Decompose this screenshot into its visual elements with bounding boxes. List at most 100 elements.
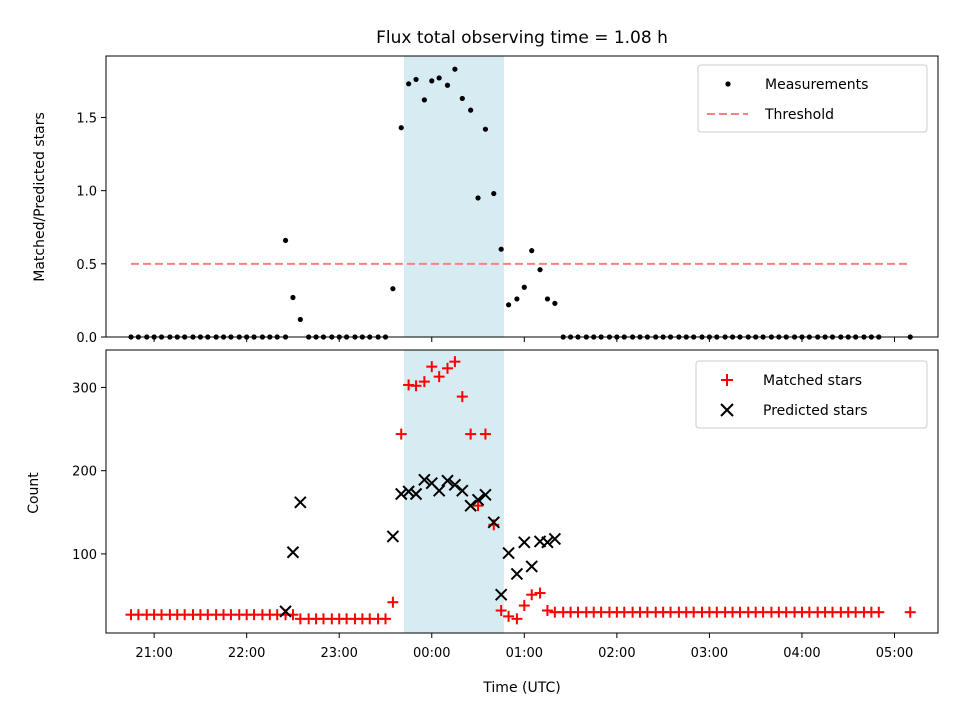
x-tick-label: 22:00 [228,646,265,661]
measurement-point [505,302,512,308]
predicted-star-point [402,485,415,498]
bottom-y-ticks: 100 200 300 [72,381,106,563]
measurement-point [398,125,404,131]
matched-star-point [526,589,538,601]
predicted-star-point [510,567,524,581]
predicted-star-point [541,536,554,549]
predicted-star-point [471,493,485,507]
predicted-star-d2 [425,476,438,490]
observing-window-span-top [404,56,504,337]
measurement-point [444,82,451,88]
predicted-star-d2 [502,546,515,560]
matched-star-point [418,376,430,388]
measurement-point [544,296,551,302]
top-legend-box [697,64,928,133]
predicted-star-point [548,532,562,546]
predicted-star-point [487,516,500,529]
measurement-point [475,195,481,201]
predicted-star-d2 [456,484,469,497]
matched-star-point [904,606,916,618]
predicted-star-d2 [479,488,492,502]
measurement-point [429,78,435,84]
top-y-tick-label: 0.0 [76,331,97,346]
measurement-point [297,316,303,323]
predicted-star-point [441,474,454,487]
predicted-star-d2 [518,536,531,549]
matched-star-point [433,371,445,383]
measurement-point [406,81,412,87]
matched-star-point [495,605,507,617]
matched-star-point [449,356,461,368]
measurement-point [459,95,465,102]
matched-star-point [534,587,546,599]
ratio-panel: Flux total observing time = 1.08 h 0.0 0.… [32,28,939,346]
bottom-legend: Matched stars Predicted stars [695,360,928,429]
top-y-tick-label: 1.5 [76,111,97,126]
measurement-point [452,66,458,72]
bottom-y-tick-label: 300 [72,381,97,396]
measurement-point [529,248,535,254]
matched-star-point [441,362,453,374]
matched-star-point [472,500,484,512]
bottom-legend-box [695,360,928,429]
x-tick-label: 01:00 [506,646,543,661]
predicted-star-point [525,560,538,573]
predicted-star-d2 [395,487,408,501]
predicted-star-point [464,499,477,512]
matched-star-point [410,380,422,392]
predicted-star-d2 [286,546,300,559]
measurement-point [413,76,419,83]
predicted-star-point [409,487,423,501]
top-axes-frame [105,55,939,338]
bottom-axes-frame [105,349,939,634]
x-tick-label: 23:00 [320,646,357,661]
predicted-star-d2 [494,588,508,601]
predicted-star-d2 [525,560,538,573]
predicted-star-d2 [541,536,554,549]
predicted-star-point [479,488,492,502]
predicted-star-d2 [464,499,477,512]
bottom-x-ticks: 21:00 22:00 23:00 00:00 01:00 02:00 03:00 04:00… [135,633,913,661]
measurement-point [498,246,504,252]
bottom-y-axis-label: Count [26,472,42,514]
top-y-tick-label: 1.0 [76,185,97,200]
predicted-star-point [279,605,292,618]
predicted-star-point [448,478,462,492]
measurement-point [537,267,543,273]
measurement-point [390,286,396,292]
bottom-y-tick-label: 100 [72,548,97,563]
matched-star-point [873,606,885,618]
predicted-star-d2 [418,473,431,487]
predicted-star-point [286,546,300,559]
matched-star-point [518,600,530,612]
x-tick-label: 03:00 [691,646,728,661]
predicted-star-d2 [448,478,462,492]
bottom-y-tick-label: 200 [72,465,97,480]
matched-star-point [426,361,438,373]
x-tick-label: 00:00 [413,646,450,661]
legend-measurements-marker [725,81,731,87]
predicted-star-point [432,484,446,497]
predicted-star-d2 [409,487,423,501]
observing-window-span-bottom [404,350,504,633]
measurement-point [290,294,296,301]
matched-star-point [479,428,491,440]
predicted-star-point [456,484,469,497]
count-panel: 100 200 300 21:00 22:00 23:00 00:00 01:00 02:00… [26,349,939,696]
predicted-star-d2 [441,474,454,487]
measurement-point [282,237,289,244]
legend-matched-marker [721,374,733,386]
x-axis-label: Time (UTC) [482,680,560,696]
matched-star-point [379,613,391,625]
predicted-star-d2 [294,496,307,509]
matched-star-point [503,610,515,622]
matched-star-point [541,605,553,617]
measurement-point [436,75,442,81]
top-y-tick-label: 0.5 [76,258,97,273]
x-tick-label: 02:00 [598,646,635,661]
predicted-star-point [494,588,508,601]
chart-title: Flux total observing time = 1.08 h [376,28,668,48]
predicted-star-point [502,546,515,560]
predicted-star-d2 [510,567,524,581]
